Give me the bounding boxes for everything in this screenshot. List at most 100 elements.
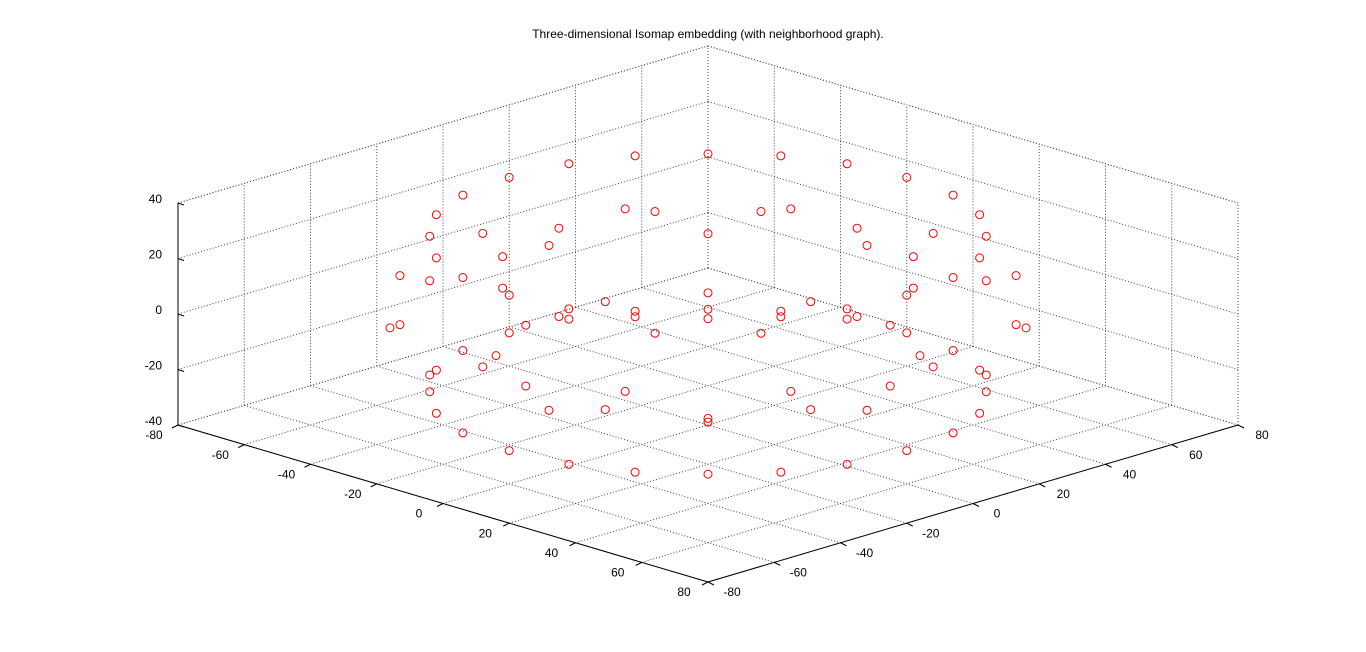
- point: [908, 252, 918, 262]
- point: [521, 320, 531, 330]
- y-tick-label: -80: [145, 428, 163, 442]
- point: [564, 314, 574, 324]
- point: [600, 297, 610, 307]
- point: [885, 381, 895, 391]
- point: [902, 172, 912, 182]
- y-tick: [304, 463, 311, 468]
- x-tick-label: -60: [790, 566, 808, 580]
- z-tick: [177, 369, 185, 372]
- x-tick: [1039, 483, 1046, 488]
- point: [776, 467, 786, 477]
- x-tick-label: -20: [922, 526, 940, 540]
- point: [630, 151, 640, 161]
- point: [385, 323, 395, 333]
- point: [908, 283, 918, 293]
- point: [703, 413, 713, 423]
- point: [458, 345, 468, 355]
- point: [776, 312, 786, 322]
- grid-line: [244, 287, 775, 446]
- z-tick: [177, 258, 185, 261]
- grid-line: [177, 156, 709, 315]
- point: [948, 428, 958, 438]
- point: [981, 387, 991, 397]
- z-tick: [177, 424, 185, 428]
- point: [928, 228, 938, 238]
- y-tick: [370, 483, 377, 488]
- point: [842, 304, 852, 314]
- point: [885, 320, 895, 330]
- grid-line: [376, 326, 907, 485]
- x-tick-label: -40: [856, 546, 874, 560]
- point: [425, 370, 435, 380]
- point: [948, 273, 958, 283]
- point: [902, 446, 912, 456]
- point: [395, 320, 405, 330]
- point: [630, 467, 640, 477]
- point: [756, 328, 766, 338]
- x-tick: [840, 542, 847, 547]
- x-tick: [1171, 444, 1178, 449]
- y-tick-label: 20: [479, 526, 493, 540]
- grid-line: [442, 346, 974, 504]
- point: [975, 253, 985, 263]
- point: [395, 271, 405, 281]
- grid-line: [310, 306, 841, 465]
- x-tick-label: -80: [723, 585, 741, 599]
- grid-line: [707, 156, 1239, 315]
- point: [703, 304, 713, 314]
- point: [431, 365, 441, 375]
- point: [776, 306, 786, 316]
- point: [554, 223, 564, 233]
- point: [504, 172, 514, 182]
- point: [776, 151, 786, 161]
- point: [948, 190, 958, 200]
- z-tick: [177, 313, 185, 317]
- z-tick-label: -20: [145, 359, 163, 373]
- y-tick: [171, 424, 179, 429]
- point: [1021, 323, 1031, 333]
- x-tick-label: 60: [1189, 448, 1203, 462]
- point: [564, 159, 574, 169]
- x-tick-label: 0: [994, 507, 1001, 521]
- point: [600, 405, 610, 415]
- point: [915, 351, 925, 361]
- y-tick-label: -40: [278, 467, 296, 481]
- y-tick: [436, 503, 444, 507]
- point: [902, 328, 912, 338]
- point: [431, 253, 441, 263]
- point: [981, 276, 991, 286]
- point: [564, 304, 574, 314]
- point: [498, 283, 508, 293]
- point: [478, 362, 488, 372]
- grid-line: [177, 212, 709, 370]
- point: [630, 306, 640, 316]
- point: [504, 446, 514, 456]
- point: [458, 273, 468, 283]
- point: [458, 428, 468, 438]
- y-tick: [503, 522, 510, 527]
- grid-line: [707, 101, 1239, 259]
- point: [703, 417, 713, 427]
- x-tick-label: 40: [1123, 467, 1137, 481]
- point: [630, 312, 640, 322]
- point: [1011, 271, 1021, 281]
- grid-line: [707, 212, 1239, 370]
- chart-title: Three-dimensional Isomap embedding (with…: [532, 27, 884, 41]
- point: [478, 228, 488, 238]
- x-tick: [774, 561, 781, 566]
- point: [948, 345, 958, 355]
- y-tick-label: 0: [416, 507, 423, 521]
- y-tick: [635, 561, 642, 566]
- point: [491, 351, 501, 361]
- point: [458, 190, 468, 200]
- point: [703, 288, 713, 298]
- grid-line: [707, 45, 1239, 204]
- y-tick-label: 40: [545, 546, 559, 560]
- point: [650, 328, 660, 338]
- grid-line: [509, 365, 1040, 524]
- y-tick: [701, 581, 709, 586]
- y-tick: [238, 444, 245, 449]
- point: [852, 223, 862, 233]
- point: [862, 240, 872, 250]
